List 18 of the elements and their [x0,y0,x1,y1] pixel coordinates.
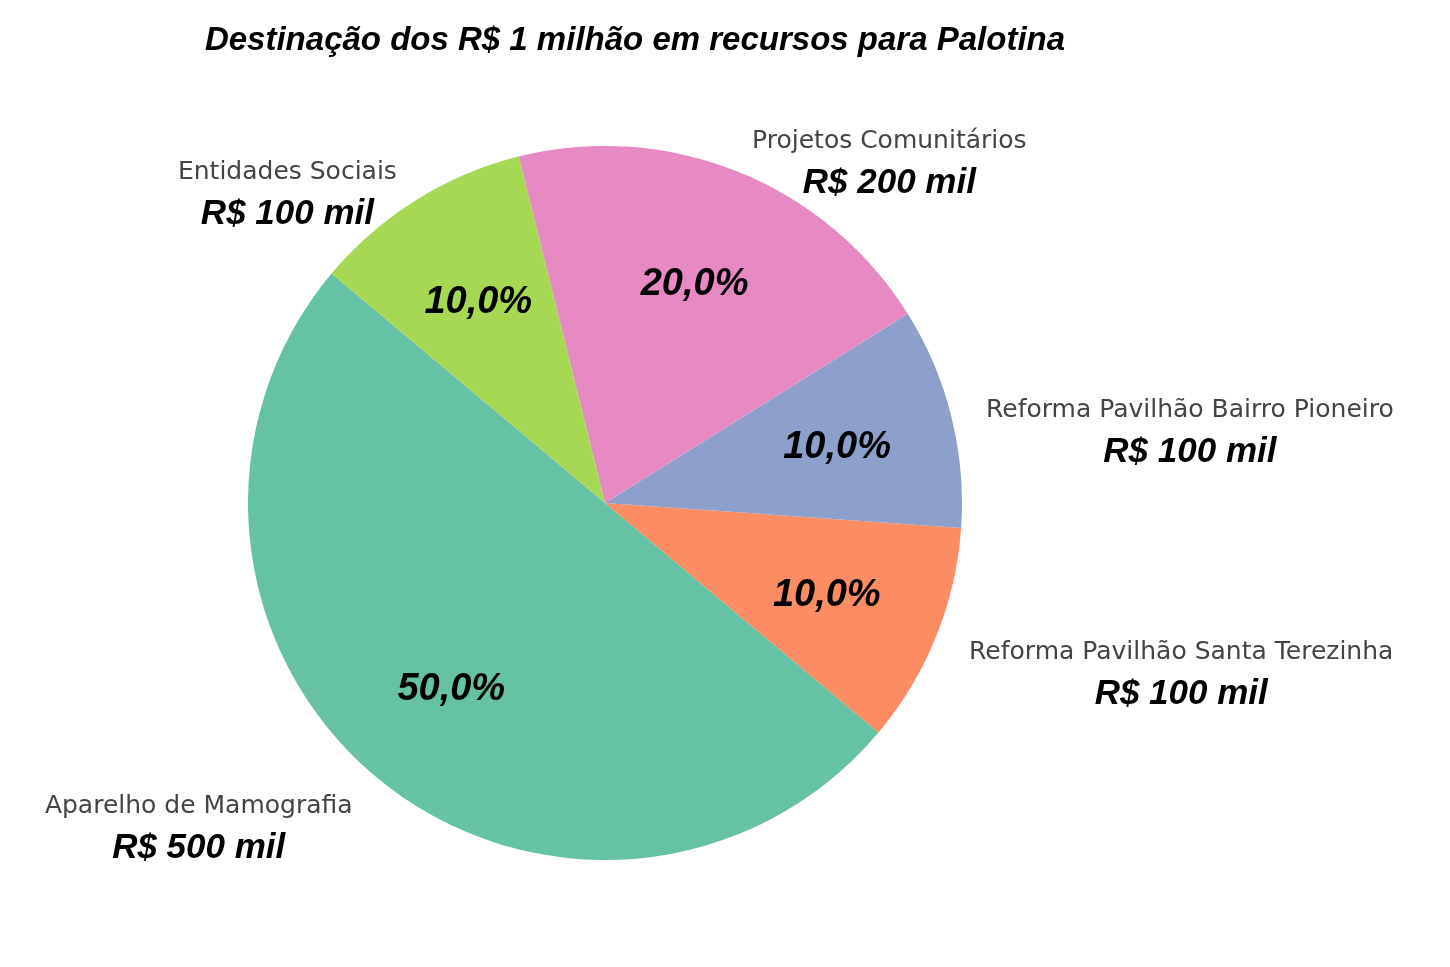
data-label: 10,0% [783,424,891,467]
data-label: 10,0% [424,279,533,322]
chart-title: Destinação dos R$ 1 milhão em recursos para Palotina [204,20,1066,57]
slice-label: Aparelho de Mamografia [44,789,353,819]
pie-slice [605,313,962,528]
data-label: 10,0% [772,571,881,614]
slice-label: Reforma Pavilhão Bairro Pioneiro [986,393,1394,423]
data-label: 50,0% [397,665,506,708]
text: R$ 200 mil [802,161,976,201]
slice-label: Entidades Sociais [177,155,397,185]
slice-label: Reforma Pavilhão Santa Terezinha [969,635,1394,665]
pie-slice [605,503,962,733]
text: R$ 100 mil [1103,430,1277,470]
text: R$ 500 mil [112,826,286,866]
slice-label: Projetos Comunitários [752,124,1027,154]
text: R$ 100 mil [200,192,374,232]
data-label: 20,0% [639,260,749,303]
text: R$ 100 mil [1094,672,1268,712]
